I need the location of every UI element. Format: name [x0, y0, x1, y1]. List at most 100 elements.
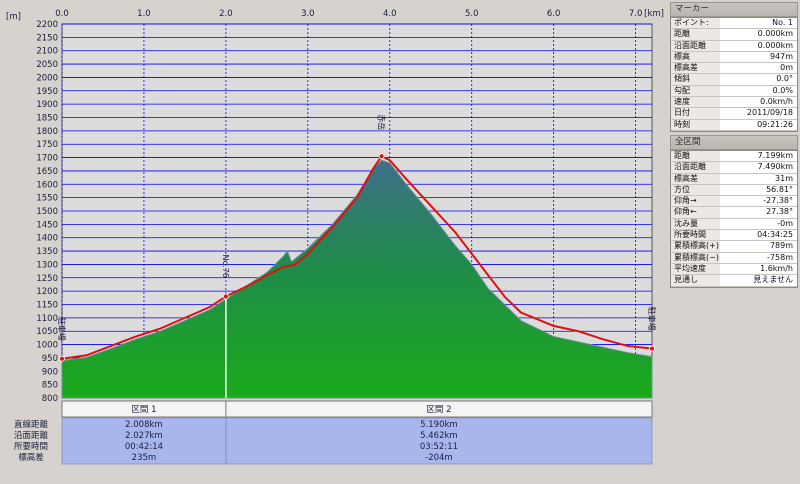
segment-1-value: 2.027km	[125, 431, 163, 441]
waypoint-marker	[649, 345, 655, 352]
y-tick-label: 1650	[36, 167, 58, 177]
x-tick-label: 1.0	[137, 9, 151, 19]
segment-1-value: 2.008km	[125, 420, 163, 430]
total-panel-row: 見通し 見えません	[671, 275, 797, 287]
y-tick-label: 1850	[36, 114, 58, 124]
marker-panel-key: 沿面距離	[671, 40, 720, 51]
waypoint-label: 赤岳	[377, 114, 387, 130]
total-panel-row: 累積標高(−) -758m	[671, 252, 797, 264]
y-tick-label: 1450	[36, 220, 58, 230]
segment-2-value: 03:52:11	[420, 442, 458, 452]
y-tick-label: 2100	[36, 47, 58, 57]
total-panel-value: 1.6km/h	[760, 263, 793, 273]
elevation-profile-chart[interactable]: 800 850 900 950 1000 1050 1100 1150 1200 1250 1300…	[0, 0, 668, 484]
waypoint-label: 駐車場	[57, 317, 67, 341]
marker-panel-value: 2011/09/18	[746, 108, 793, 118]
total-panel-key: 沿面距離	[671, 162, 720, 173]
x-tick-label: 6.0	[547, 9, 561, 19]
marker-panel-value: 0.0%	[772, 85, 793, 95]
marker-panel-value: No. 1	[772, 18, 793, 27]
segment-header	[61, 400, 653, 418]
y-tick-label: 1250	[36, 274, 58, 284]
total-panel-key: 所要時間	[671, 230, 720, 241]
total-panel-value: 789m	[769, 241, 793, 251]
y-tick-label: 2150	[36, 33, 58, 43]
total-panel-row: 沿面距離 7.490km	[671, 162, 797, 174]
x-tick-label: 5.0	[465, 9, 479, 19]
total-panel-value: 7.199km	[757, 150, 793, 160]
info-sidebar: マーカー ポイント: No. 1 距離 0.000km 沿面距離 0.000km 標高 947…	[668, 0, 800, 484]
segment-2-value: 5.190km	[420, 420, 458, 430]
marker-panel-key: 傾斜	[671, 74, 720, 85]
marker-panel: ポイント: No. 1 距離 0.000km 沿面距離 0.000km 標高 947m 標高差 0…	[670, 17, 798, 132]
marker-panel-key: ポイント:	[671, 18, 720, 29]
total-panel-key: 標高差	[671, 173, 720, 184]
marker-panel-row: 標高 947m	[671, 51, 797, 64]
y-tick-label: 1150	[36, 301, 58, 311]
total-panel-row: 平均速度 1.6km/h	[671, 263, 797, 276]
x-tick-label: 0.0	[55, 9, 69, 19]
total-panel-row: 仰角← 27.38°	[671, 207, 797, 219]
total-panel-value: 見えません	[753, 275, 793, 285]
total-panel-title: 全区間	[670, 134, 798, 150]
total-panel-row: 沈み量 -0m	[671, 218, 797, 231]
marker-panel-key: 勾配	[671, 85, 720, 97]
marker-panel-row: 標高差 0m	[671, 63, 797, 75]
y-tick-label: 850	[42, 381, 58, 391]
y-tick-label: 1700	[36, 154, 58, 164]
y-tick-label: 1200	[36, 287, 58, 297]
y-tick-label: 1800	[36, 127, 58, 137]
segment-row-label: 沿面距離	[14, 430, 49, 441]
y-tick-label: 2050	[36, 60, 58, 70]
marker-panel-row: 沿面距離 0.000km	[671, 40, 797, 52]
y-tick-label: 1600	[36, 180, 58, 190]
total-panel-key: 仰角←	[671, 207, 720, 218]
marker-panel-value: 0.0°	[776, 74, 793, 84]
segment-row-label: 標高差	[18, 452, 44, 463]
total-panel-value: -758m	[767, 252, 793, 262]
marker-panel-row: ポイント: No. 1	[671, 18, 797, 30]
marker-panel-value: 0.000km	[757, 29, 793, 39]
segment-1-value: 00:42:14	[125, 442, 163, 452]
total-panel: 距離 7.199km 沿面距離 7.490km 標高差 31m 方位 56.81° 仰角→ -27…	[670, 149, 798, 288]
y-tick-label: 1500	[36, 207, 58, 217]
y-tick-label: 1300	[36, 260, 58, 270]
marker-panel-key: 時刻	[671, 119, 720, 130]
marker-panel-value: 0.0km/h	[760, 97, 793, 107]
segment-1-value: 235m	[132, 453, 157, 463]
marker-panel-key: 距離	[671, 29, 720, 40]
x-tick-label: 4.0	[383, 9, 397, 19]
y-unit-label: [m]	[6, 12, 21, 22]
total-panel-key: 累積標高(−)	[671, 252, 720, 263]
y-tick-label: 1350	[36, 247, 58, 257]
total-panel-row: 累積標高(+) 789m	[671, 241, 797, 253]
y-tick-label: 2200	[36, 20, 58, 30]
marker-panel-key: 標高差	[671, 63, 720, 74]
y-tick-label: 1750	[36, 140, 58, 150]
total-panel-value: -27.38°	[763, 196, 793, 206]
y-tick-label: 900	[42, 367, 58, 377]
waypoint-marker	[378, 153, 385, 160]
y-tick-label: 1100	[36, 314, 58, 324]
marker-panel-value: 0.000km	[757, 40, 793, 50]
y-tick-label: 1050	[36, 327, 58, 337]
total-panel-key: 沈み量	[671, 218, 720, 230]
total-panel-value: 31m	[775, 173, 793, 183]
y-tick-label: 1550	[36, 194, 58, 204]
total-panel-key: 平均速度	[671, 263, 720, 275]
chart-svg: 800 850 900 950 1000 1050 1100 1150 1200 1250 1300…	[6, 9, 664, 465]
y-tick-label: 1900	[36, 100, 58, 110]
total-panel-key: 方位	[671, 184, 720, 196]
marker-panel-key: 標高	[671, 51, 720, 63]
total-panel-row: 方位 56.81°	[671, 184, 797, 197]
total-panel-key: 距離	[671, 150, 720, 162]
x-tick-label: 3.0	[301, 9, 315, 19]
y-tick-label: 950	[42, 354, 58, 364]
marker-panel-value: 947m	[769, 51, 793, 61]
total-panel-row: 仰角→ -27.38°	[671, 196, 797, 208]
total-panel-value: 27.38°	[766, 207, 793, 217]
y-tick-label: 1000	[36, 341, 58, 351]
y-tick-label: 2000	[36, 73, 58, 83]
marker-panel-row: 時刻 09:21:26	[671, 119, 797, 131]
y-tick-label: 1400	[36, 234, 58, 244]
